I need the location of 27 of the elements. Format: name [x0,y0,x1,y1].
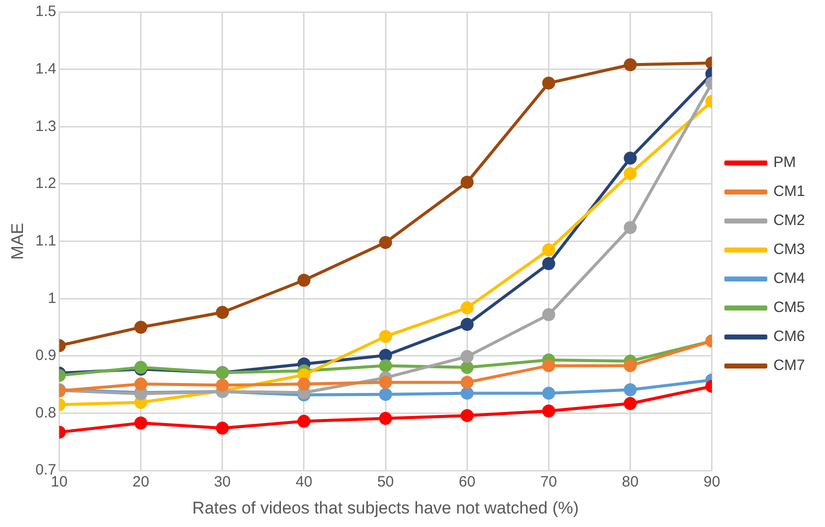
x-tick-label: 20 [132,474,150,491]
y-tick-label: 1.3 [35,118,56,135]
y-tick-label: 1.1 [35,232,56,250]
legend-label: CM4 [773,270,805,288]
y-tick-label: 1 [48,290,56,307]
x-tick-label: 60 [458,474,476,491]
x-tick-label: 70 [540,474,558,491]
y-tick-label: 1.5 [35,3,56,20]
y-axis-title: MAE [8,222,27,260]
y-tick-label: 1.4 [35,60,56,78]
legend-label: CM3 [773,241,805,258]
legend-label: CM2 [773,212,805,230]
x-tick-label: 10 [50,474,68,491]
y-tick-label: 1.2 [35,175,56,192]
legend-label: PM [773,154,796,172]
y-tick-label: 0.8 [35,404,56,422]
x-tick-label: 40 [296,474,312,491]
x-tick-label: 90 [703,474,720,491]
legend-label: CM5 [773,299,805,316]
y-tick-label: 0.9 [35,347,56,364]
legend-label: CM6 [773,328,805,346]
legend-label: CM1 [773,183,805,200]
x-tick-label: 80 [622,474,639,491]
legend-label: CM7 [773,357,805,374]
x-axis-title: Rates of videos that subjects have not watched (%) [192,498,579,518]
x-tick-label: 30 [214,474,231,491]
x-tick-label: 50 [377,474,394,491]
